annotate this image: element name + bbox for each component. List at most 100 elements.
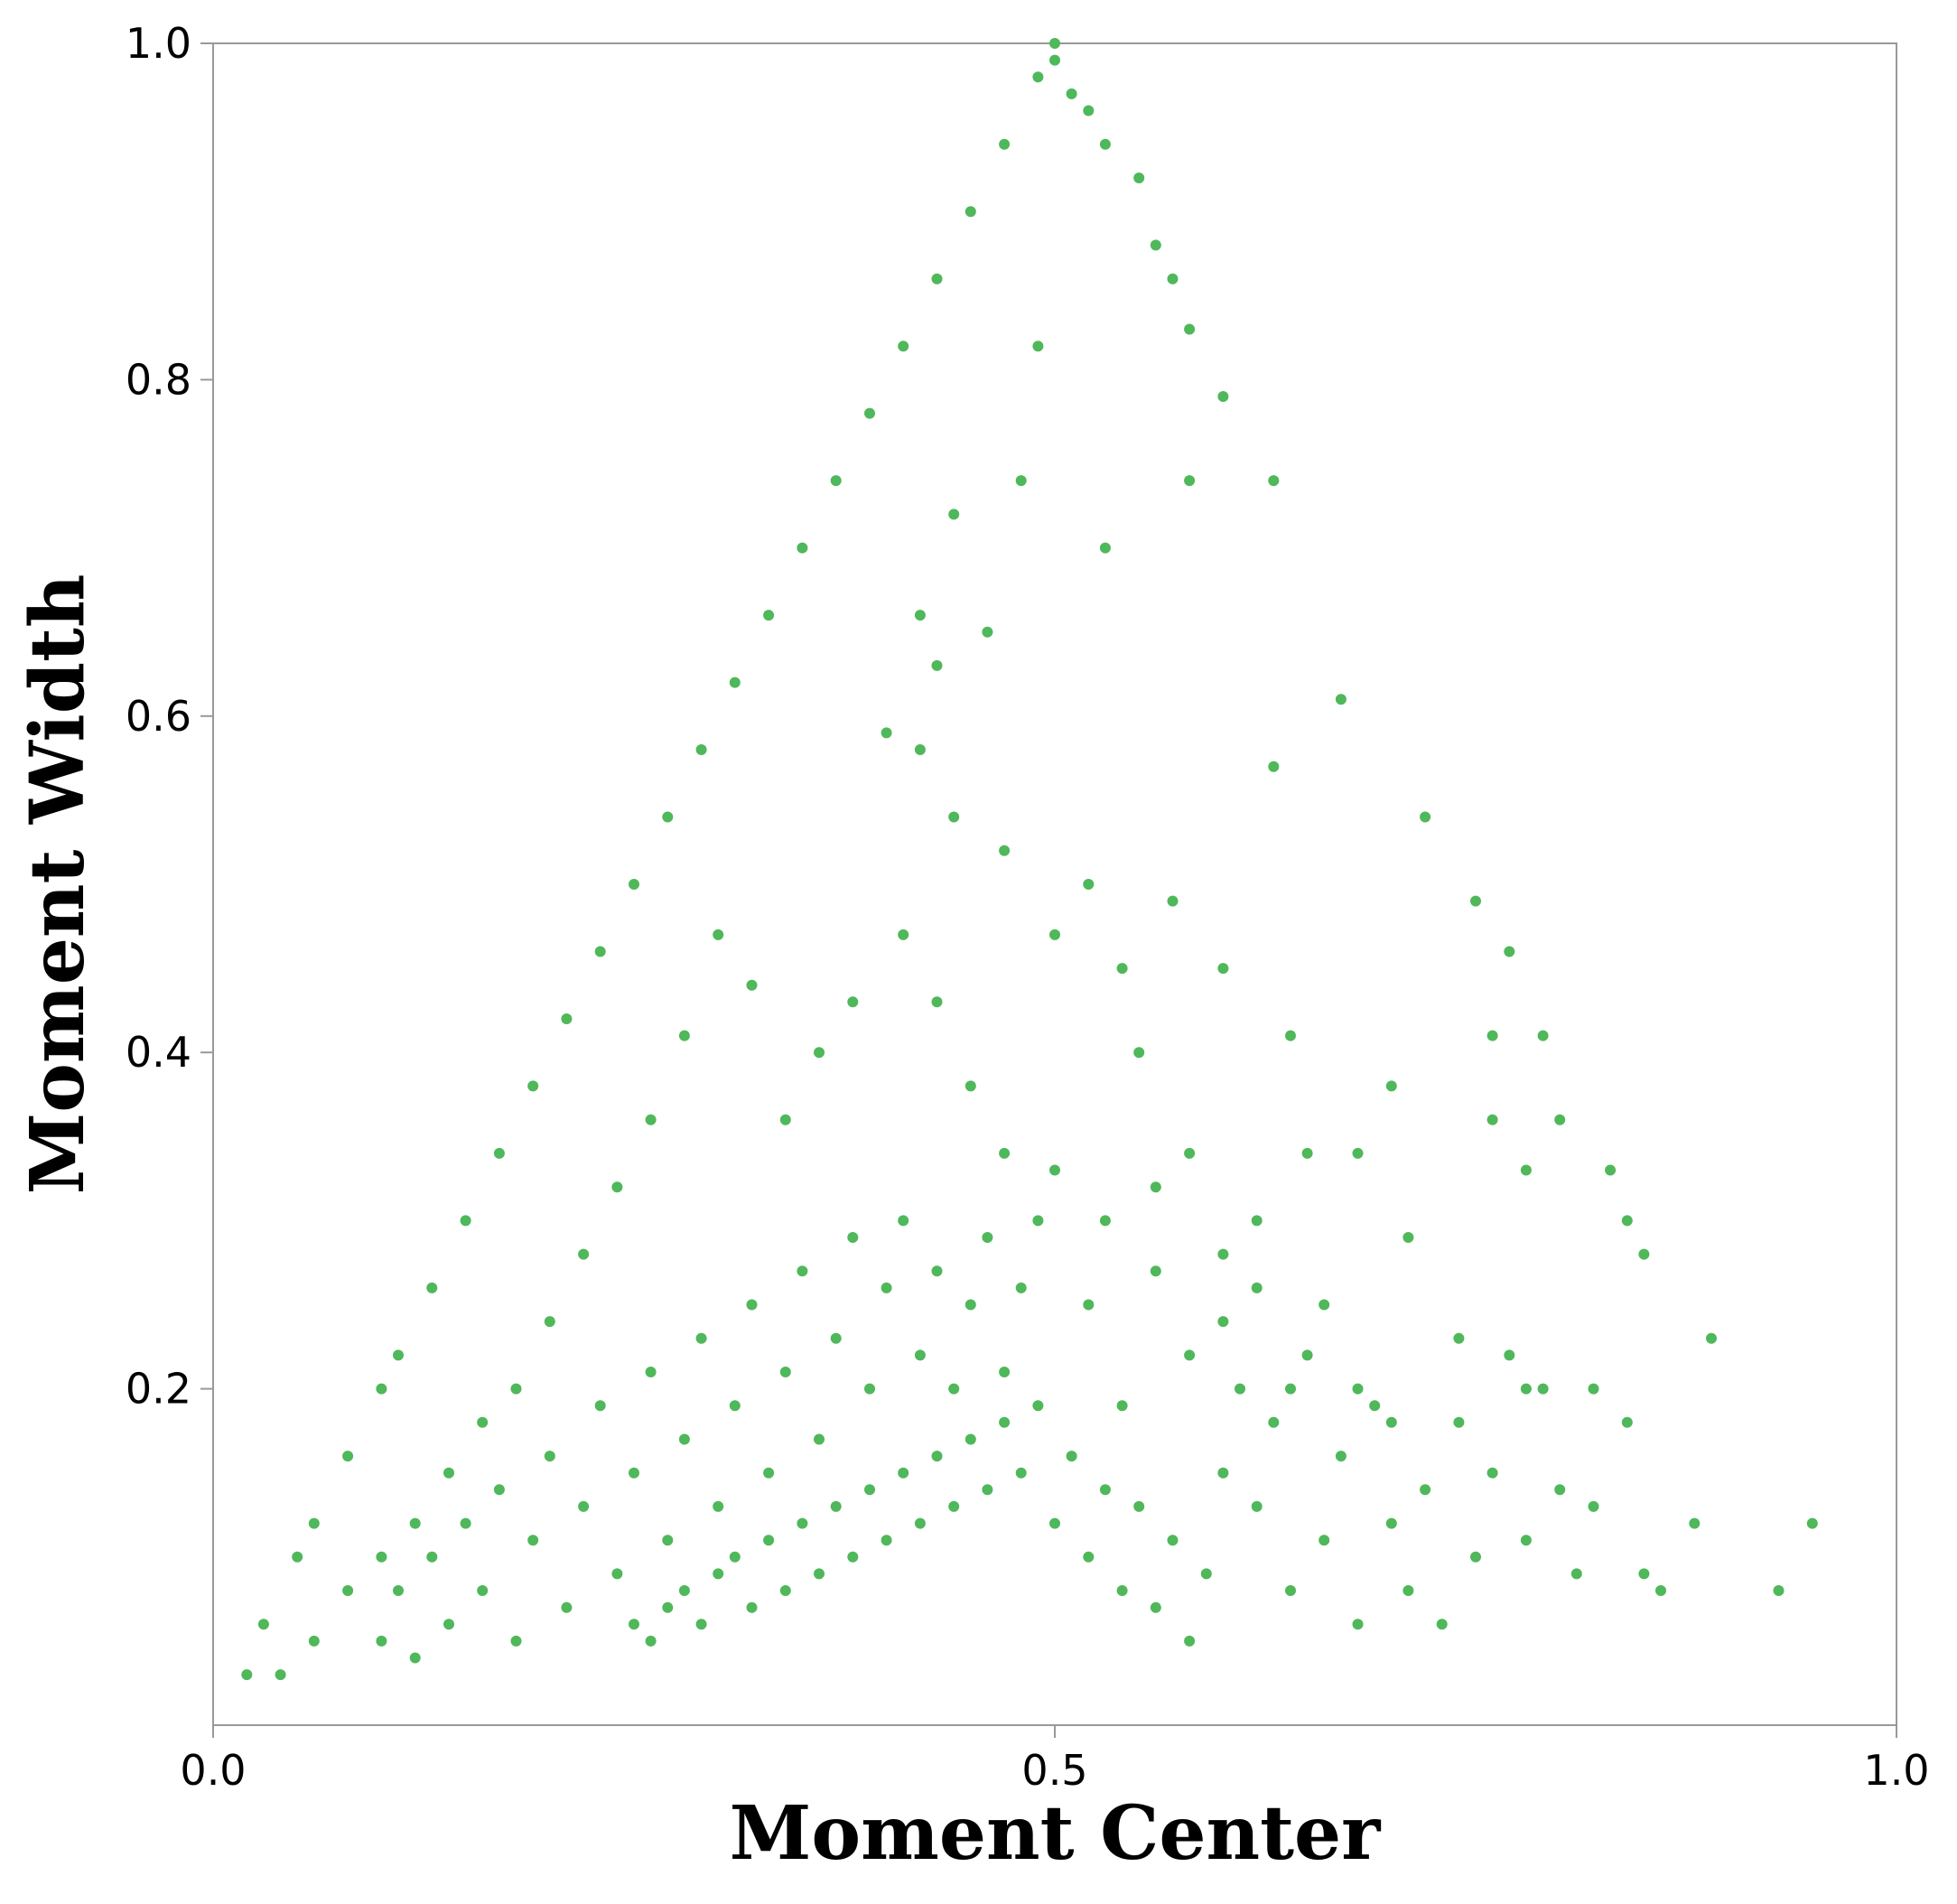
scatter-point xyxy=(1285,1030,1296,1041)
scatter-point xyxy=(1486,1114,1498,1125)
scatter-point xyxy=(814,1047,825,1059)
scatter-point xyxy=(1251,1282,1263,1293)
scatter-point xyxy=(914,744,926,755)
scatter-point xyxy=(1268,761,1280,772)
scatter-point xyxy=(830,1332,842,1344)
scatter-point xyxy=(1638,1568,1650,1580)
scatter-point xyxy=(1015,1282,1027,1293)
scatter-point xyxy=(1486,1467,1498,1479)
scatter-point xyxy=(965,206,976,218)
scatter-point xyxy=(779,1114,791,1125)
scatter-point xyxy=(1217,1316,1229,1328)
y-tick-label: 0.6 xyxy=(126,692,191,741)
scatter-point xyxy=(931,273,943,285)
scatter-point xyxy=(814,1568,825,1580)
scatter-point xyxy=(1049,1517,1060,1529)
scatter-point xyxy=(830,1500,842,1512)
scatter-point xyxy=(797,1517,808,1529)
scatter-point xyxy=(645,1114,657,1125)
scatter-point xyxy=(1319,1299,1330,1311)
scatter-point xyxy=(1032,1215,1044,1227)
scatter-point xyxy=(1403,1232,1414,1243)
scatter-point xyxy=(1520,1535,1532,1546)
scatter-point xyxy=(1706,1332,1717,1344)
x-axis-title: Moment Center xyxy=(730,1790,1383,1877)
scatter-point xyxy=(982,1232,993,1243)
scatter-point xyxy=(308,1635,320,1647)
scatter-point xyxy=(544,1316,555,1328)
scatter-point xyxy=(914,1349,926,1361)
scatter-point xyxy=(881,727,892,739)
scatter-point xyxy=(1453,1416,1465,1428)
scatter-point xyxy=(999,1367,1011,1377)
y-tick-label: 0.8 xyxy=(126,355,191,404)
scatter-point xyxy=(1167,273,1179,285)
scatter-point xyxy=(999,138,1011,150)
scatter-point xyxy=(864,1383,875,1395)
scatter-point xyxy=(1352,1147,1364,1159)
scatter-point xyxy=(1066,88,1077,99)
scatter-point xyxy=(1621,1416,1633,1428)
scatter-point xyxy=(965,1080,976,1092)
scatter-point xyxy=(510,1383,522,1395)
scatter-point xyxy=(1099,542,1111,554)
scatter-point xyxy=(1133,1500,1145,1512)
scatter-point xyxy=(629,1619,639,1630)
scatter-point xyxy=(308,1517,320,1529)
scatter-point xyxy=(881,1282,892,1293)
scatter-point xyxy=(1369,1400,1381,1412)
scatter-point xyxy=(1184,323,1196,335)
scatter-point xyxy=(275,1669,286,1681)
scatter-point xyxy=(393,1349,404,1361)
x-tick-label: 1.0 xyxy=(1863,1746,1929,1795)
scatter-point xyxy=(1520,1383,1532,1395)
scatter-point xyxy=(847,1551,859,1563)
scatter-point xyxy=(1436,1619,1448,1630)
scatter-point xyxy=(1217,391,1229,402)
scatter-point xyxy=(662,811,674,823)
scatter-point xyxy=(931,659,943,671)
scatter-point xyxy=(948,1383,960,1395)
scatter-point xyxy=(1083,1299,1095,1311)
scatter-point xyxy=(1403,1585,1414,1596)
scatter-point xyxy=(342,1451,354,1462)
scatter-point xyxy=(1150,1265,1161,1277)
scatter-point xyxy=(729,677,741,688)
scatter-point xyxy=(662,1601,674,1613)
y-tick-label: 0.2 xyxy=(126,1365,191,1414)
scatter-point xyxy=(898,929,909,940)
scatter-point xyxy=(1285,1585,1296,1596)
scatter-point xyxy=(948,509,960,520)
scatter-point xyxy=(1099,138,1111,150)
ticks-layer: 0.0 0.5 1.0 0.2 0.4 0.6 0.8 1.0 xyxy=(126,19,1930,1795)
scatter-point xyxy=(1032,341,1044,352)
scatter-point xyxy=(779,1585,791,1596)
scatter-point xyxy=(763,1467,775,1479)
scatter-point xyxy=(746,979,758,991)
scatter-point xyxy=(1133,173,1145,183)
scatter-point xyxy=(1453,1332,1465,1344)
scatter-point xyxy=(1150,239,1161,251)
scatter-point xyxy=(241,1669,253,1681)
scatter-point xyxy=(1385,1080,1397,1092)
scatter-point xyxy=(914,1517,926,1529)
scatter-point xyxy=(460,1215,471,1227)
scatter-point xyxy=(1099,1215,1111,1227)
scatter-point xyxy=(999,1416,1011,1428)
scatter-point xyxy=(1049,1164,1060,1176)
x-tick-label: 0.0 xyxy=(180,1746,246,1795)
scatter-point xyxy=(1773,1585,1785,1596)
scatter-point xyxy=(1167,895,1179,907)
scatter-point xyxy=(1015,1467,1027,1479)
scatter-point xyxy=(426,1282,438,1293)
scatter-point xyxy=(898,1215,909,1227)
scatter-point xyxy=(1116,963,1128,975)
scatter-point xyxy=(1554,1484,1566,1496)
scatter-point xyxy=(1385,1416,1397,1428)
scatter-point xyxy=(1184,1147,1196,1159)
scatter-point xyxy=(1235,1383,1245,1395)
scatter-point xyxy=(746,1601,758,1613)
y-axis-title: Moment Width xyxy=(14,574,101,1194)
scatter-point xyxy=(729,1400,741,1412)
